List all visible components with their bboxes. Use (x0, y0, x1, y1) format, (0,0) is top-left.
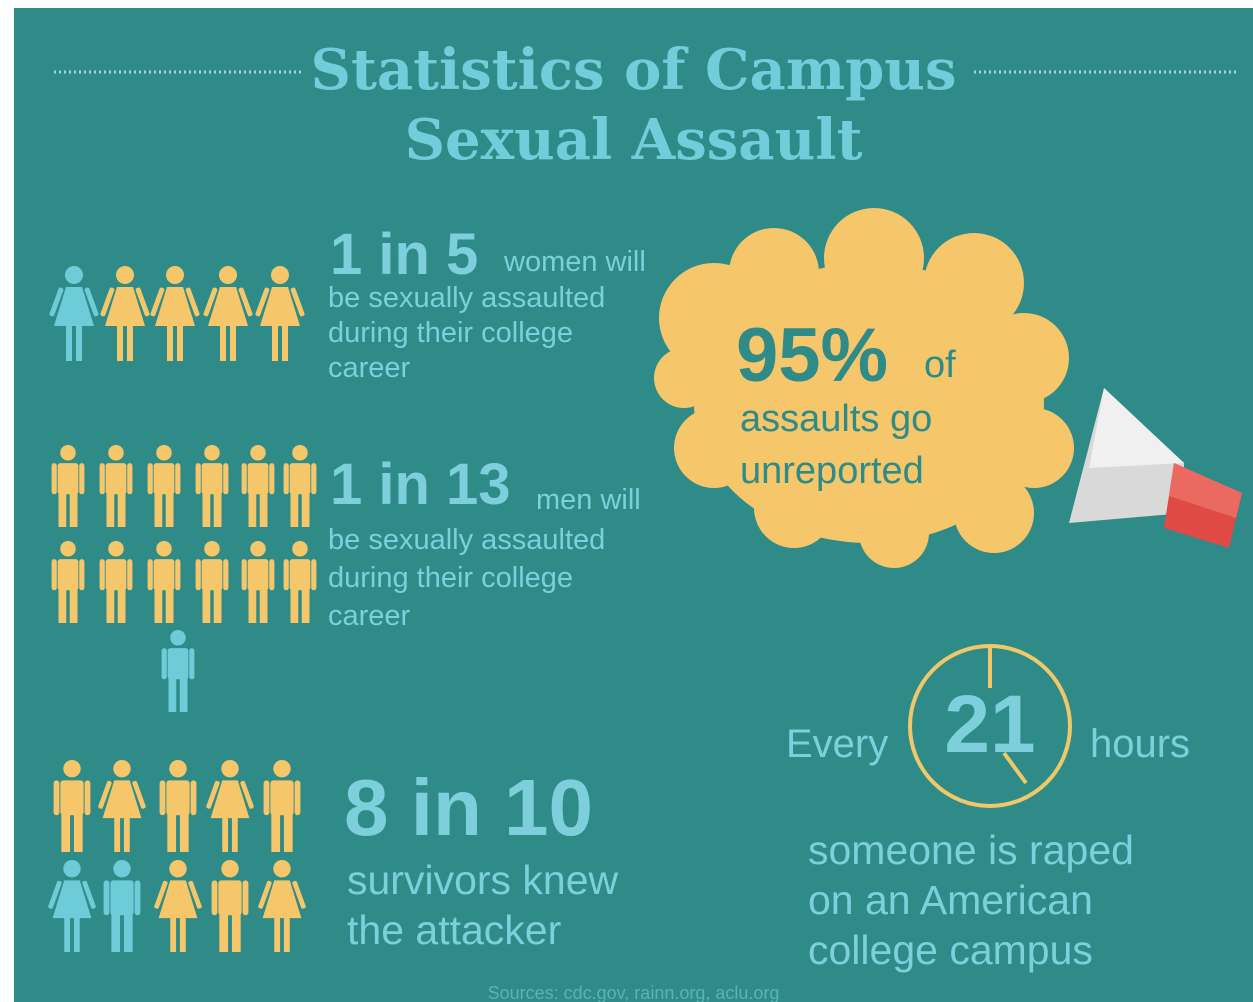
stat-text: be sexually assaulted (328, 284, 605, 313)
callout-text: of (924, 346, 956, 384)
stat-text: be sexually assaulted (328, 526, 605, 555)
callout-text: assaults go (740, 400, 932, 438)
stat-text: women will (504, 248, 646, 277)
man-icon (52, 541, 85, 623)
man-icon (242, 445, 275, 527)
stat-figure: 8 in 10 (344, 768, 593, 848)
woman-icon (48, 860, 97, 952)
woman-icon (154, 860, 203, 952)
stat-text: career (328, 602, 410, 631)
sources: Sources: cdc.gov, rainn.org, aclu.org (14, 984, 1253, 1002)
woman-icon (98, 760, 147, 852)
man-icon (212, 860, 249, 952)
woman-icon (258, 860, 307, 952)
stat-text: during their college (328, 319, 573, 348)
callout-text: unreported (740, 452, 924, 490)
clock-text: someone is raped (808, 830, 1134, 871)
man-icon (148, 445, 181, 527)
stat-text: survivors knew (347, 860, 618, 901)
man-icon (264, 760, 301, 852)
megaphone (1069, 388, 1242, 548)
woman-icon (206, 760, 255, 852)
man-icon (104, 860, 141, 952)
man-icon (148, 541, 181, 623)
man-icon (242, 541, 275, 623)
man-icon (160, 760, 197, 852)
man-icon (100, 541, 133, 623)
woman-icon (49, 266, 99, 361)
man-icon (284, 541, 317, 623)
man-icon (196, 541, 229, 623)
clock-text: college campus (808, 930, 1093, 971)
title-line: Sexual Assault (14, 112, 1253, 168)
clock-text: Every (786, 724, 888, 764)
clock-text: hours (1090, 724, 1190, 764)
stat-figure: 1 in 13 (330, 456, 511, 514)
stat-text: during their college (328, 564, 573, 593)
page-body: Statistics of Campus Sexual Assault 1 in… (0, 0, 1253, 1002)
man-icon (52, 445, 85, 527)
woman-icon (150, 266, 200, 361)
woman-icon (203, 266, 253, 361)
man-icon (284, 445, 317, 527)
woman-icon (100, 266, 150, 361)
stat-text: career (328, 354, 410, 383)
stat-figure: 1 in 5 (330, 226, 478, 284)
woman-icon (255, 266, 305, 361)
man-icon (100, 445, 133, 527)
man-icon (162, 630, 195, 712)
stat-text: men will (536, 486, 641, 515)
clock-figure: 21 (910, 684, 1070, 766)
title-line: Statistics of Campus (14, 42, 1253, 98)
stat-text: the attacker (347, 910, 561, 951)
clock-text: on an American (808, 880, 1093, 921)
infographic: Statistics of Campus Sexual Assault 1 in… (14, 8, 1253, 1002)
callout-figure: 95% (736, 318, 888, 394)
man-icon (54, 760, 91, 852)
man-icon (196, 445, 229, 527)
